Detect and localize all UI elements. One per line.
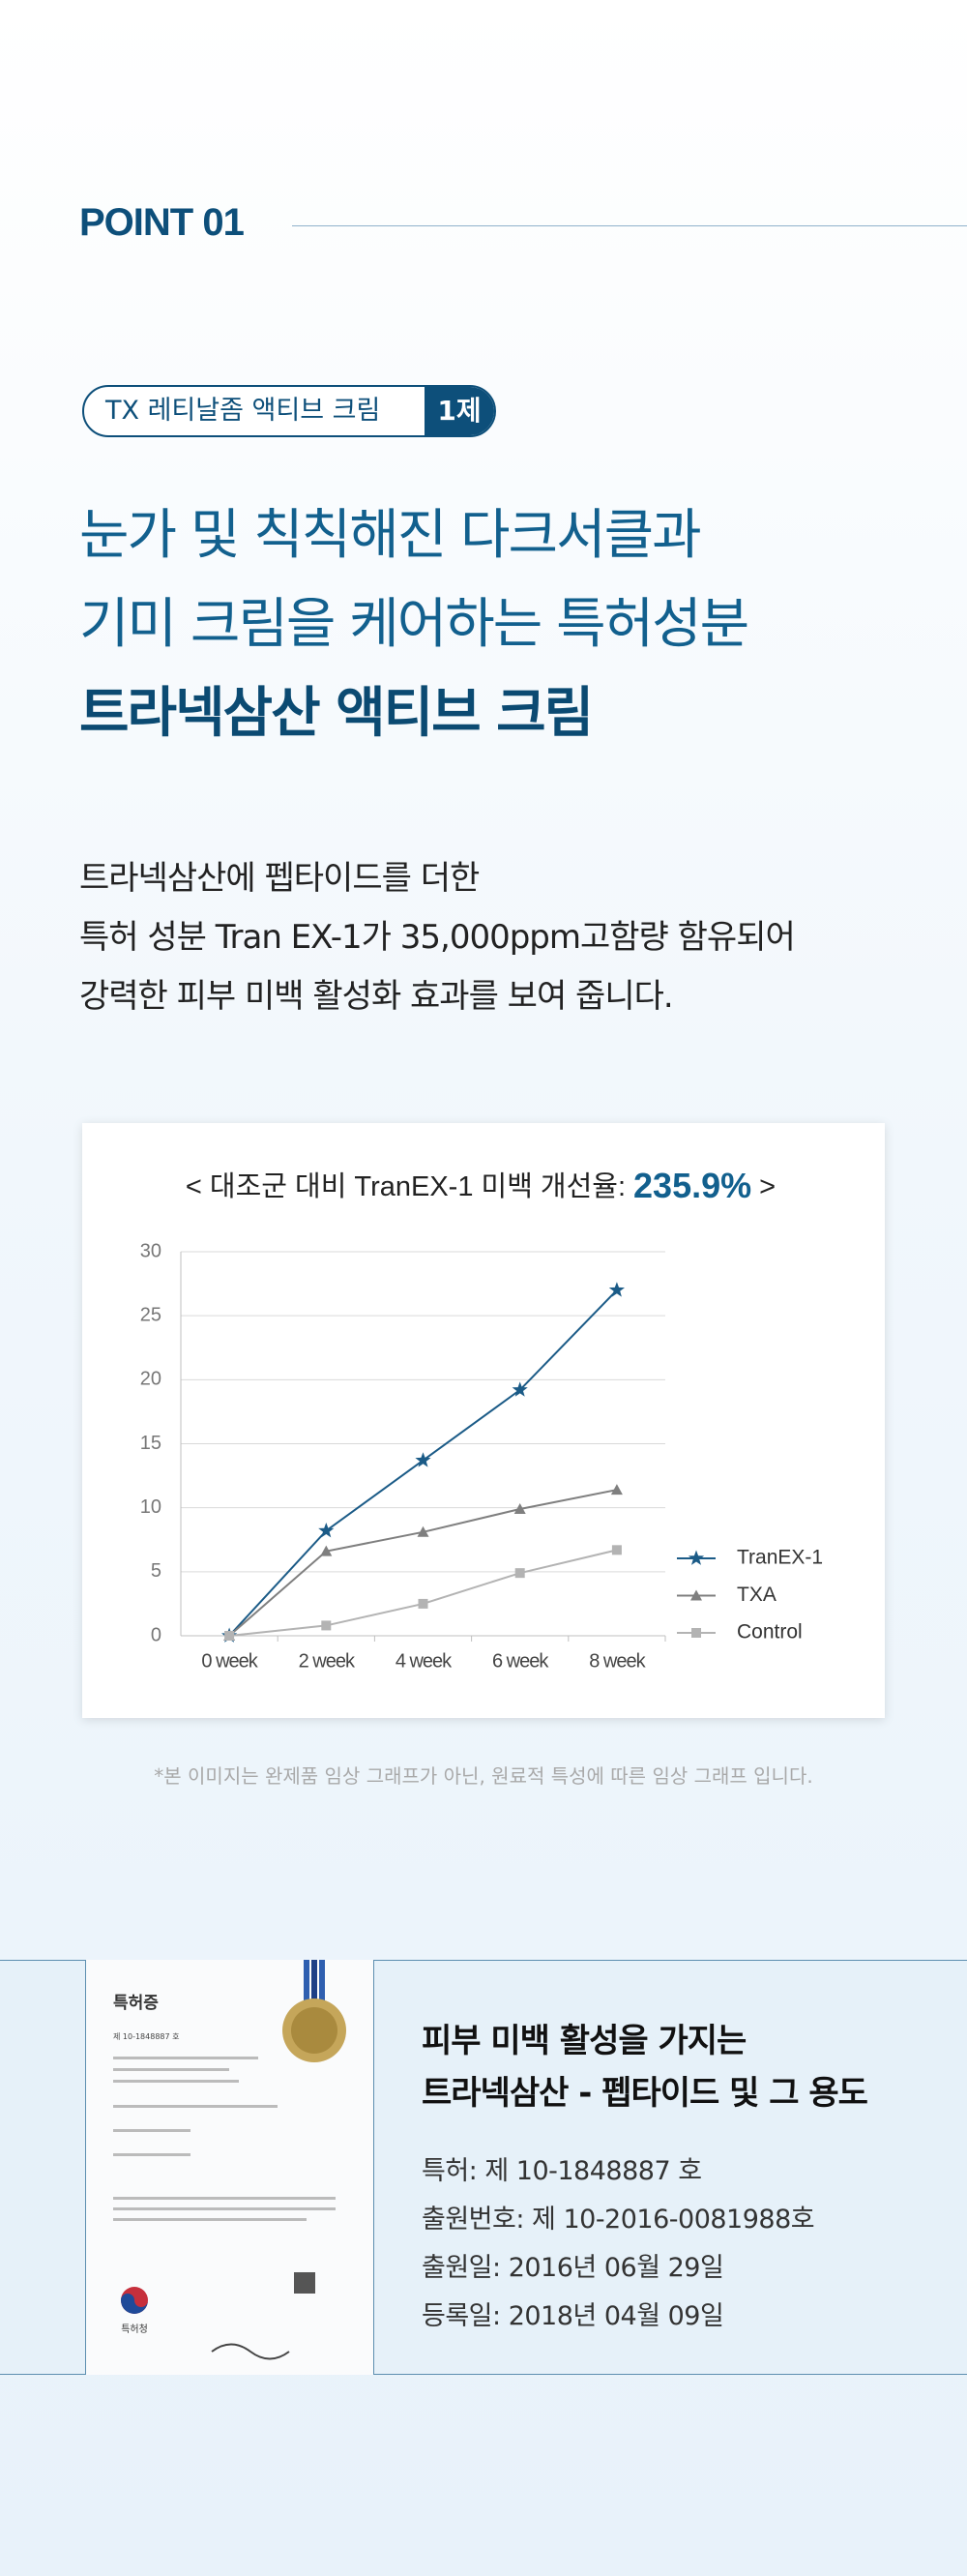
marker [320, 1545, 333, 1556]
legend-marker [688, 1550, 705, 1565]
y-tick-label: 15 [140, 1433, 161, 1454]
marker [321, 1620, 332, 1631]
y-tick-label: 25 [140, 1304, 161, 1325]
title-suffix: > [759, 1171, 776, 1202]
marker [611, 1545, 622, 1555]
divider [292, 225, 967, 226]
marker [417, 1525, 429, 1537]
x-tick-label: 2 week [299, 1650, 356, 1672]
certificate-image: 특허증 제 10-1848887 호 특허청 [113, 1960, 346, 2360]
marker [418, 1598, 428, 1609]
series-line [228, 1489, 618, 1637]
legend-label: TranEX-1 [737, 1547, 823, 1569]
y-tick-label: 30 [140, 1240, 161, 1261]
badge: TX 레티날좀 액티브 크림 1제 [82, 385, 496, 437]
legend-marker [691, 1628, 701, 1638]
y-tick-label: 5 [151, 1560, 161, 1582]
headline: 눈가 및 칙칙해진 다크서클과 기미 크림을 케어하는 특허성분 트라넥삼산 액… [79, 491, 749, 758]
chart-card: < 대조군 대비 TranEX-1 미백 개선율: 235.9% > 0 5 10 15 2… [82, 1123, 885, 1718]
patent-title: 피부 미백 활성을 가지는 트라넥삼산 - 펩타이드 및 그 용도 [422, 2015, 868, 2119]
description-line: 특허 성분 Tran EX-1가 35,000ppm고함량 함유되어 [79, 918, 796, 957]
description-line: 강력한 피부 미백 활성화 효과를 보여 줍니다. [79, 977, 674, 1016]
marker [610, 1484, 623, 1495]
legend-marker [690, 1589, 702, 1601]
certificate-number: 제 10-1848887 호 [113, 2032, 180, 2041]
patent-title-line: 피부 미백 활성을 가지는 [422, 2022, 747, 2060]
x-tick-label: 0 week [201, 1650, 258, 1672]
chart: < 대조군 대비 TranEX-1 미백 개선율: 235.9% > 0 5 10 15 2… [140, 1166, 823, 1673]
footnote: *본 이미지는 완제품 임상 그래프가 아닌, 원료적 특성에 따른 임상 그래… [154, 1764, 813, 1788]
headline-line: 눈가 및 칙칙해진 다크서클과 [79, 504, 702, 567]
marker [514, 1568, 525, 1579]
patent-detail: 출원번호: 제 10-2016-0081988호 [422, 2205, 815, 2235]
legend-label: TXA [737, 1584, 777, 1606]
certificate-office: 특허청 [121, 2324, 148, 2335]
chart-title: < 대조군 대비 TranEX-1 미백 개선율: 235.9% > [186, 1166, 776, 1205]
headline-emphasis: 트라넥삼산 액티브 크림 [79, 682, 594, 745]
x-tick-label: 4 week [396, 1650, 453, 1672]
x-tick-label: 8 week [589, 1650, 646, 1672]
marker [512, 1381, 528, 1397]
patent-details: 특허: 제 10-1848887 호 출원번호: 제 10-2016-00819… [422, 2147, 815, 2341]
certificate: 특허증 제 10-1848887 호 특허청 [85, 1960, 374, 2375]
marker [608, 1282, 625, 1297]
marker [224, 1631, 235, 1641]
badge-text: TX 레티날좀 액티브 크림 [105, 396, 381, 426]
title-prefix: < 대조군 대비 TranEX-1 미백 개선율: [186, 1170, 626, 1202]
marker [415, 1452, 431, 1467]
y-tick-label: 10 [140, 1496, 161, 1518]
description-line: 트라넥삼산에 펩타이드를 더한 [79, 859, 480, 898]
series-line [228, 1549, 618, 1637]
certificate-title: 특허증 [113, 1994, 159, 2013]
marker [513, 1502, 526, 1514]
section-label: POINT 01 [79, 201, 245, 244]
title-highlight: 235.9% [633, 1166, 751, 1205]
y-tick-label: 0 [151, 1624, 161, 1645]
patent-detail: 특허: 제 10-1848887 호 [422, 2156, 702, 2186]
legend-label: Control [737, 1621, 803, 1643]
headline-line: 기미 크림을 케어하는 특허성분 [79, 593, 749, 656]
patent-title-line: 트라넥삼산 - 펩타이드 및 그 용도 [422, 2074, 868, 2113]
y-tick-label: 20 [140, 1369, 161, 1390]
badge-tag: 1제 [425, 387, 494, 435]
marker [318, 1523, 335, 1538]
patent-detail: 등록일: 2018년 04월 09일 [422, 2301, 724, 2331]
description: 트라넥삼산에 펩타이드를 더한 특허 성분 Tran EX-1가 35,000p… [79, 849, 796, 1026]
patent-detail: 출원일: 2016년 06월 29일 [422, 2253, 724, 2283]
x-tick-label: 6 week [492, 1650, 549, 1672]
